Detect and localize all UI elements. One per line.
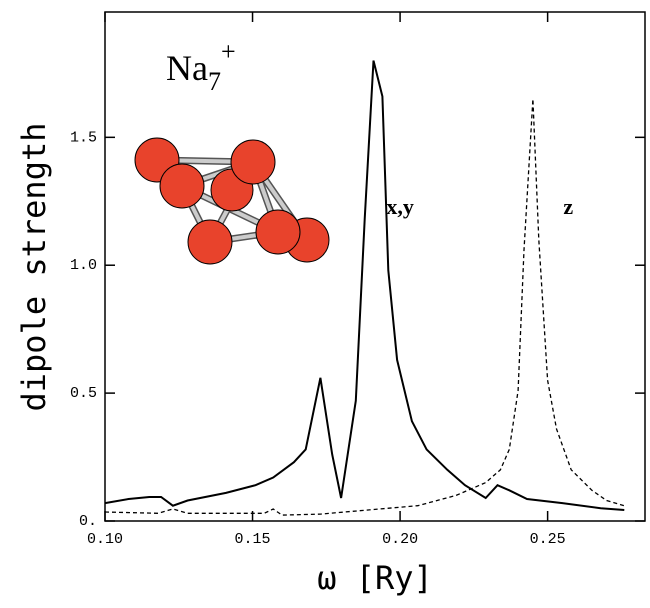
series-line (104, 98, 625, 516)
y-tick-label: 1.5 (70, 129, 97, 146)
title-base: Na (166, 48, 208, 88)
title-sup: + (221, 37, 236, 66)
x-tick-label: 0.10 (87, 531, 123, 548)
plot-frame (104, 11, 646, 522)
x-axis-label: ω [Ry] (317, 559, 433, 597)
annotation: z (563, 194, 573, 219)
y-tick-label: 0. (79, 513, 97, 530)
y-axis-label: dipole strength (15, 123, 53, 412)
x-tick-label: 0.15 (235, 531, 271, 548)
y-tick-label: 0.5 (70, 385, 97, 402)
annotation: x,y (386, 194, 414, 219)
chart-title: Na7+ (166, 37, 236, 96)
cluster-image (134, 137, 330, 265)
x-tick-label: 0.20 (382, 531, 418, 548)
x-tick-label: 0.25 (530, 531, 566, 548)
series-line (104, 60, 625, 511)
y-tick-label: 1.0 (70, 257, 97, 274)
title-sub: 7 (208, 67, 221, 96)
